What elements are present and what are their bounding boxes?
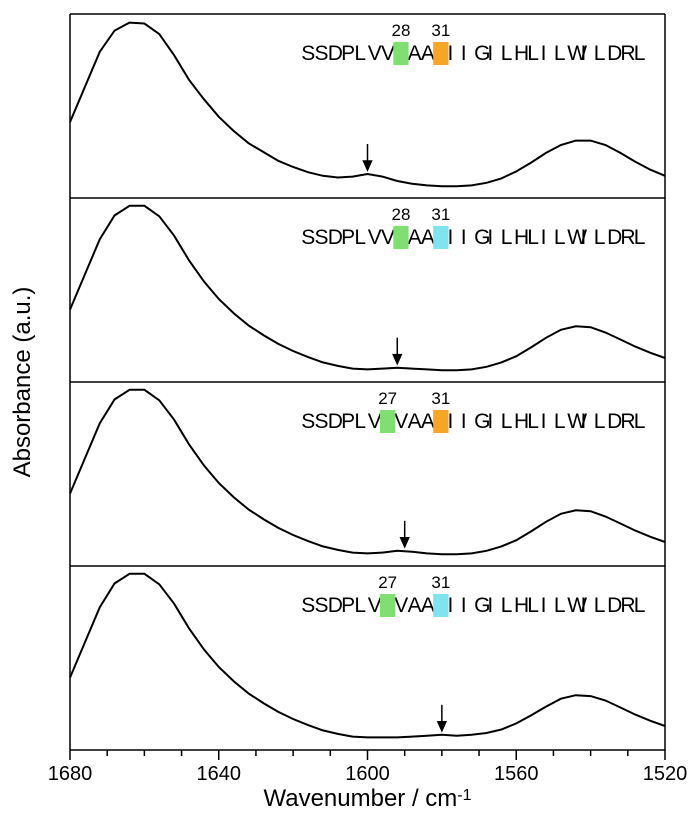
highlight-box — [393, 42, 408, 65]
sequence-label: SSDPLVVVAASIIGILHLILWILDRL — [301, 594, 645, 617]
sequence-label: SSDPLVVVAAAIIGILHLILWILDRL — [301, 42, 645, 65]
position-number: 27 — [378, 389, 397, 408]
position-number: 27 — [378, 573, 397, 592]
x-tick-label: 1640 — [197, 763, 242, 785]
spectra-figure: Absorbance (a.u.) Wavenumber / cm-1 SSDPLV… — [0, 0, 688, 822]
position-number: 28 — [391, 21, 410, 40]
position-number: 31 — [431, 21, 450, 40]
position-number: 31 — [431, 573, 450, 592]
x-tick-label: 1680 — [48, 763, 93, 785]
x-axis-label: Wavenumber / cm-1 — [263, 785, 471, 812]
x-tick-label: 1560 — [494, 763, 539, 785]
highlight-box — [433, 410, 448, 433]
highlight-box — [393, 226, 408, 249]
x-tick-label: 1600 — [345, 763, 390, 785]
highlight-box — [433, 42, 448, 65]
sequence-label: SSDPLVVVAASIIGILHLILWILDRL — [301, 226, 645, 249]
position-number: 28 — [391, 205, 410, 224]
sequence-label: SSDPLVVVAAAIIGILHLILWILDRL — [301, 410, 645, 433]
position-number: 31 — [431, 389, 450, 408]
highlight-box — [380, 410, 395, 433]
x-tick-label: 1520 — [643, 763, 688, 785]
position-number: 31 — [431, 205, 450, 224]
highlight-box — [380, 594, 395, 617]
highlight-box — [433, 226, 448, 249]
highlight-box — [433, 594, 448, 617]
y-axis-label: Absorbance (a.u.) — [9, 287, 36, 478]
